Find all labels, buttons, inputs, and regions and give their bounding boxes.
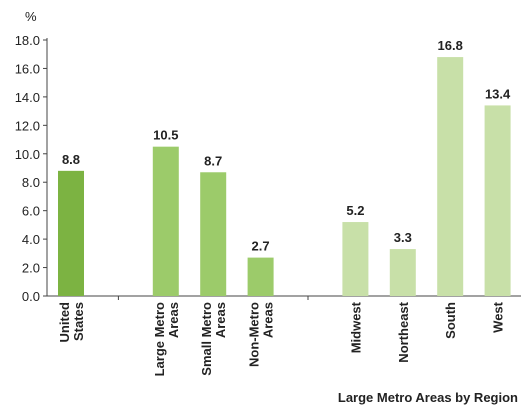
y-tick-label: 10.0 xyxy=(15,147,40,162)
bar xyxy=(437,57,464,296)
x-tick-label: UnitedStates xyxy=(57,302,86,343)
x-tick-label: Midwest xyxy=(348,301,363,353)
bar xyxy=(389,249,416,296)
y-tick-label: 2.0 xyxy=(22,261,40,276)
value-label: 5.2 xyxy=(346,203,364,218)
bar xyxy=(484,105,511,296)
bar xyxy=(342,222,369,296)
bar xyxy=(58,170,84,296)
y-tick-label: 18.0 xyxy=(15,33,40,48)
value-label: 8.7 xyxy=(204,153,222,168)
y-unit: % xyxy=(25,9,37,24)
y-tick-label: 6.0 xyxy=(22,204,40,219)
y-tick-label: 14.0 xyxy=(15,90,40,105)
x-note: Large Metro Areas by Region xyxy=(338,390,518,405)
value-label: 8.8 xyxy=(62,152,80,167)
x-tick-label: Small MetroAreas xyxy=(199,302,228,376)
y-tick-label: 12.0 xyxy=(15,118,40,133)
x-tick-label: Non-MetroAreas xyxy=(247,302,276,367)
y-tick-label: 4.0 xyxy=(22,232,40,247)
y-tick-label: 0.0 xyxy=(22,289,40,304)
x-tick-label: Northeast xyxy=(396,301,411,362)
x-tick-label: West xyxy=(491,301,506,332)
value-label: 13.4 xyxy=(485,86,511,101)
bar xyxy=(247,257,274,296)
x-tick-label: South xyxy=(443,302,458,339)
value-label: 2.7 xyxy=(252,239,270,254)
x-tick-label: Large MetroAreas xyxy=(152,302,181,376)
bar xyxy=(152,146,179,296)
value-label: 10.5 xyxy=(153,128,178,143)
bar xyxy=(200,172,227,296)
value-label: 16.8 xyxy=(438,38,463,53)
value-label: 3.3 xyxy=(394,230,412,245)
y-tick-label: 16.0 xyxy=(15,61,40,76)
y-tick-label: 8.0 xyxy=(22,175,40,190)
